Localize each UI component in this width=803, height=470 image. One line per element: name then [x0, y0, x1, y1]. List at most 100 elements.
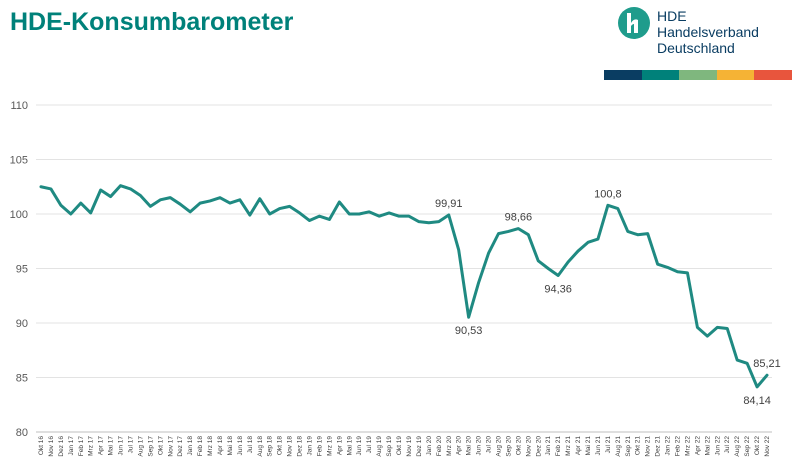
x-tick-label: Mrz 18: [207, 436, 214, 456]
x-tick-label: Feb 22: [675, 436, 682, 457]
x-tick-label: Jun 17: [118, 436, 125, 456]
x-tick-label: Sep 21: [625, 436, 632, 457]
x-tick-label: Apr 17: [98, 436, 105, 456]
x-tick-label: Mai 21: [585, 436, 592, 456]
x-tick-label: Apr 21: [575, 436, 582, 456]
x-tick-label: Feb 18: [197, 436, 204, 457]
chart-gridlines: [36, 104, 772, 433]
x-tick-label: Dez 21: [655, 436, 662, 457]
x-tick-label: Aug 19: [376, 436, 383, 457]
x-tick-label: Jun 19: [356, 436, 363, 456]
x-tick-label: Jul 18: [247, 436, 254, 454]
x-tick-label: Feb 21: [555, 436, 562, 457]
x-tick-label: Sep 20: [505, 436, 512, 457]
x-tick-label: Aug 21: [615, 436, 622, 457]
y-tick-label: 110: [10, 100, 28, 112]
x-tick-label: Apr 20: [456, 436, 463, 456]
x-tick-label: Okt 21: [635, 436, 642, 456]
x-tick-label: Apr 19: [336, 436, 343, 456]
x-tick-label: Jul 22: [724, 436, 731, 454]
x-tick-label: Mrz 19: [326, 436, 333, 456]
x-tick-label: Dez 20: [535, 436, 542, 457]
x-tick-label: Jun 20: [476, 436, 483, 456]
data-label: 100,8: [594, 188, 622, 200]
logo-text-handelsverband: Handelsverband: [657, 24, 759, 40]
x-tick-label: Jan 22: [665, 436, 672, 456]
x-tick-label: Aug 17: [137, 436, 144, 457]
series-line: [39, 184, 769, 389]
x-tick-label: Mai 19: [346, 436, 353, 456]
x-tick-label: Jul 20: [486, 436, 493, 454]
x-tick-label: Aug 20: [495, 436, 502, 457]
hde-logo: HDE Handelsverband Deutschland: [617, 6, 797, 58]
brand-stripe-segment: [604, 70, 642, 80]
x-tick-label: Sep 22: [744, 436, 751, 457]
data-label: 90,53: [455, 325, 483, 337]
logo-text-hde: HDE: [657, 8, 687, 24]
y-tick-label: 100: [10, 209, 28, 221]
brand-stripe-segment: [716, 70, 755, 80]
x-tick-label: Apr 22: [694, 436, 701, 456]
x-tick-label: Jun 18: [237, 436, 244, 456]
page-title: HDE-Konsumbarometer: [10, 8, 294, 36]
x-tick-label: Dez 19: [416, 436, 423, 457]
y-tick-label: 105: [10, 155, 28, 167]
x-tick-label: Jun 22: [714, 436, 721, 456]
brand-stripe-segment: [641, 70, 680, 80]
x-tick-label: Nov 22: [764, 436, 771, 457]
x-tick-label: Mrz 21: [565, 436, 572, 456]
x-tick-label: Mai 17: [108, 436, 115, 456]
x-tick-label: Dez 16: [58, 436, 65, 457]
data-label: 99,91: [435, 198, 463, 210]
x-tick-label: Apr 18: [217, 436, 224, 456]
y-tick-label: 95: [16, 264, 28, 276]
x-tick-label: Jul 19: [366, 436, 373, 454]
x-tick-label: Nov 21: [645, 436, 652, 457]
x-tick-label: Sep 18: [267, 436, 274, 457]
x-tick-label: Mrz 22: [684, 436, 691, 456]
brand-stripe-segment: [754, 70, 792, 80]
y-axis: 80 85 90 95 100 105 110: [10, 100, 28, 439]
x-tick-label: Nov 19: [406, 436, 413, 457]
x-tick-label: Okt 22: [754, 436, 761, 456]
x-tick-label: Jul 17: [127, 436, 134, 454]
data-label: 94,36: [544, 283, 572, 295]
x-tick-label: Jan 20: [426, 436, 433, 456]
x-tick-label: Jun 21: [595, 436, 602, 456]
brand-color-stripe: [604, 70, 792, 80]
x-tick-label: Jan 17: [68, 436, 75, 456]
x-tick-label: Nov 16: [48, 436, 55, 457]
y-tick-label: 90: [16, 318, 28, 330]
x-tick-label: Mai 22: [704, 436, 711, 456]
x-tick-label: Mai 18: [227, 436, 234, 456]
x-tick-label: Nov 18: [287, 436, 294, 457]
x-tick-label: Sep 19: [386, 436, 393, 457]
x-tick-label: Okt 18: [277, 436, 284, 456]
data-label: 85,21: [753, 358, 781, 370]
x-tick-label: Mai 20: [466, 436, 473, 456]
x-axis: Okt 16 Nov 16 Dez 16 Jan 17 Feb 17 Mrz 17 Apr …: [38, 436, 771, 457]
x-tick-label: Jan 18: [187, 436, 194, 456]
data-label: 98,66: [505, 212, 533, 224]
x-tick-label: Aug 18: [257, 436, 264, 457]
hde-logo-icon: [618, 7, 650, 39]
data-labels: 99,91 90,53 98,66 94,36 100,8 84,14 85,21: [435, 188, 781, 407]
x-tick-label: Mrz 20: [446, 436, 453, 456]
x-tick-label: Nov 17: [167, 436, 174, 457]
x-tick-label: Jan 19: [307, 436, 314, 456]
x-tick-label: Sep 17: [147, 436, 154, 457]
x-tick-label: Jan 21: [545, 436, 552, 456]
logo-text-deutschland: Deutschland: [657, 40, 735, 56]
x-tick-label: Dez 18: [297, 436, 304, 457]
x-tick-label: Okt 19: [396, 436, 403, 456]
x-tick-label: Dez 17: [177, 436, 184, 457]
x-tick-label: Nov 20: [525, 436, 532, 457]
x-tick-label: Feb 19: [316, 436, 323, 457]
x-tick-label: Jul 21: [605, 436, 612, 454]
series-konsumbarometer-line: [39, 184, 769, 389]
brand-stripe-segment: [679, 70, 717, 80]
x-tick-label: Feb 20: [436, 436, 443, 457]
x-tick-label: Mrz 17: [88, 436, 95, 456]
data-label: 84,14: [743, 395, 771, 407]
